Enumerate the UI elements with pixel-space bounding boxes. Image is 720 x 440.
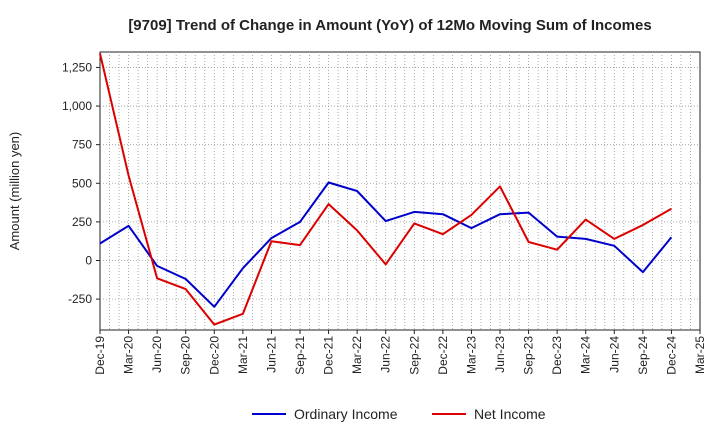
chart-title: [9709] Trend of Change in Amount (YoY) o… (128, 17, 651, 34)
plot-area (99, 51, 701, 331)
x-tick-label: Mar-25 (693, 336, 707, 374)
x-tick-label: Mar-20 (122, 336, 136, 374)
x-tick-label: Dec-20 (207, 336, 221, 375)
x-tick-label: Jun-20 (150, 336, 164, 373)
x-tick-label: Sep-24 (636, 336, 650, 375)
y-tick-label: 0 (85, 254, 92, 268)
grid-lines (100, 52, 700, 330)
y-tick-label: 750 (72, 138, 92, 152)
x-axis-ticks: Dec-19 Mar-20 Jun-20 Sep-20 Dec-20 Mar-21 Jun-… (93, 330, 707, 375)
x-tick-label: Dec-23 (550, 336, 564, 375)
x-tick-label: Dec-19 (93, 336, 107, 375)
x-tick-label: Mar-21 (236, 336, 250, 374)
x-tick-label: Dec-22 (436, 336, 450, 375)
legend: Ordinary Income Net Income (252, 406, 546, 422)
legend-label: Net Income (474, 406, 546, 422)
x-tick-label: Mar-22 (350, 336, 364, 374)
y-tick-label: 250 (72, 215, 92, 229)
y-tick-label: 1,250 (62, 60, 92, 74)
x-tick-label: Dec-24 (664, 336, 678, 375)
x-tick-label: Jun-21 (264, 336, 278, 373)
y-axis-label: Amount (million yen) (7, 132, 22, 251)
y-tick-label: 1,000 (62, 99, 92, 113)
x-tick-label: Sep-23 (522, 336, 536, 375)
series-line-ordinary-income (99, 181, 673, 308)
x-tick-label: Jun-22 (379, 336, 393, 373)
x-tick-label: Mar-24 (579, 336, 593, 374)
legend-label: Ordinary Income (294, 406, 398, 422)
y-tick-label: 500 (72, 176, 92, 190)
x-tick-label: Sep-22 (407, 336, 421, 375)
x-tick-label: Sep-21 (293, 336, 307, 375)
series-line-net-income (99, 53, 672, 326)
x-tick-label: Dec-21 (322, 336, 336, 375)
x-tick-label: Jun-23 (493, 336, 507, 373)
y-tick-label: -250 (68, 292, 92, 306)
x-tick-label: Mar-23 (464, 336, 478, 374)
y-axis-ticks: -250 0 250 500 750 1,000 1,250 (62, 60, 100, 306)
series-lines (99, 53, 673, 326)
x-tick-label: Jun-24 (607, 336, 621, 373)
x-tick-label: Sep-20 (179, 336, 193, 375)
